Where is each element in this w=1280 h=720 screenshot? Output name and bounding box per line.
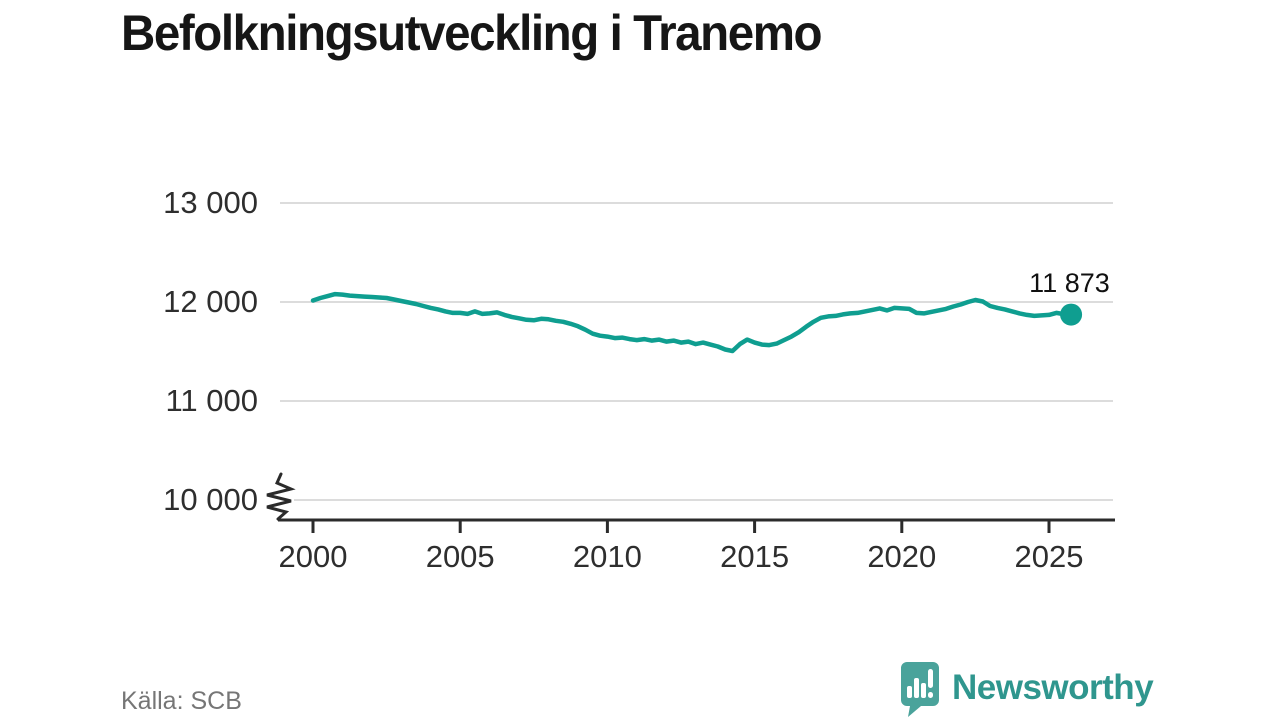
newsworthy-chart-bubble-icon — [901, 662, 939, 717]
x-tick-label: 2020 — [867, 539, 937, 574]
x-tick-label: 2015 — [720, 539, 790, 574]
end-value-label: 11 873 — [1029, 268, 1110, 298]
x-tick-label: 2005 — [425, 539, 495, 574]
end-point-dot — [1060, 303, 1083, 326]
newsworthy-logo: Newsworthy — [897, 662, 1154, 718]
population-line — [310, 291, 1074, 354]
newsworthy-wordmark: Newsworthy — [952, 668, 1154, 707]
x-tick-label: 2000 — [278, 539, 348, 574]
y-tick-label: 11 000 — [165, 383, 258, 418]
chart-title: Befolkningsutveckling i Tranemo — [121, 5, 823, 61]
source-note: Källa: SCB — [121, 687, 242, 715]
x-tick-label: 2010 — [572, 539, 642, 574]
x-tick-label: 2025 — [1014, 539, 1084, 574]
y-tick-label: 13 000 — [163, 185, 258, 220]
y-tick-label: 12 000 — [163, 284, 258, 319]
y-tick-label: 10 000 — [163, 482, 258, 517]
axis-break-zigzag — [266, 472, 296, 521]
